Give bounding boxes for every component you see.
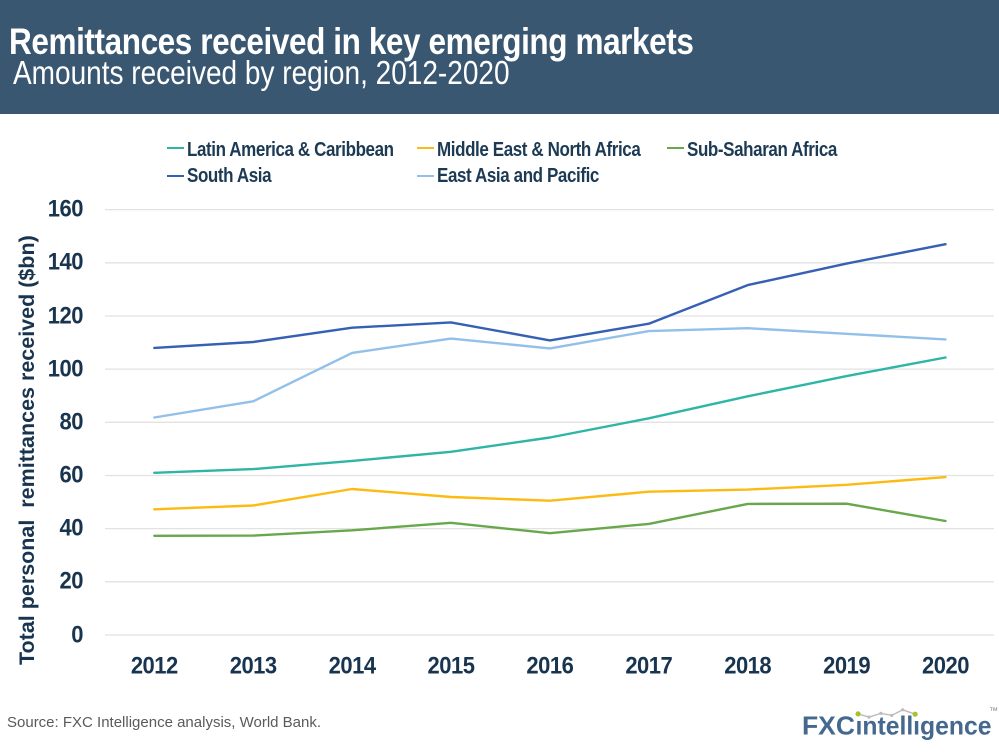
svg-text:ıntellıgence: ıntellıgence [856, 711, 992, 741]
svg-text:FXC: FXC [803, 711, 855, 741]
svg-text:™: ™ [989, 706, 998, 716]
